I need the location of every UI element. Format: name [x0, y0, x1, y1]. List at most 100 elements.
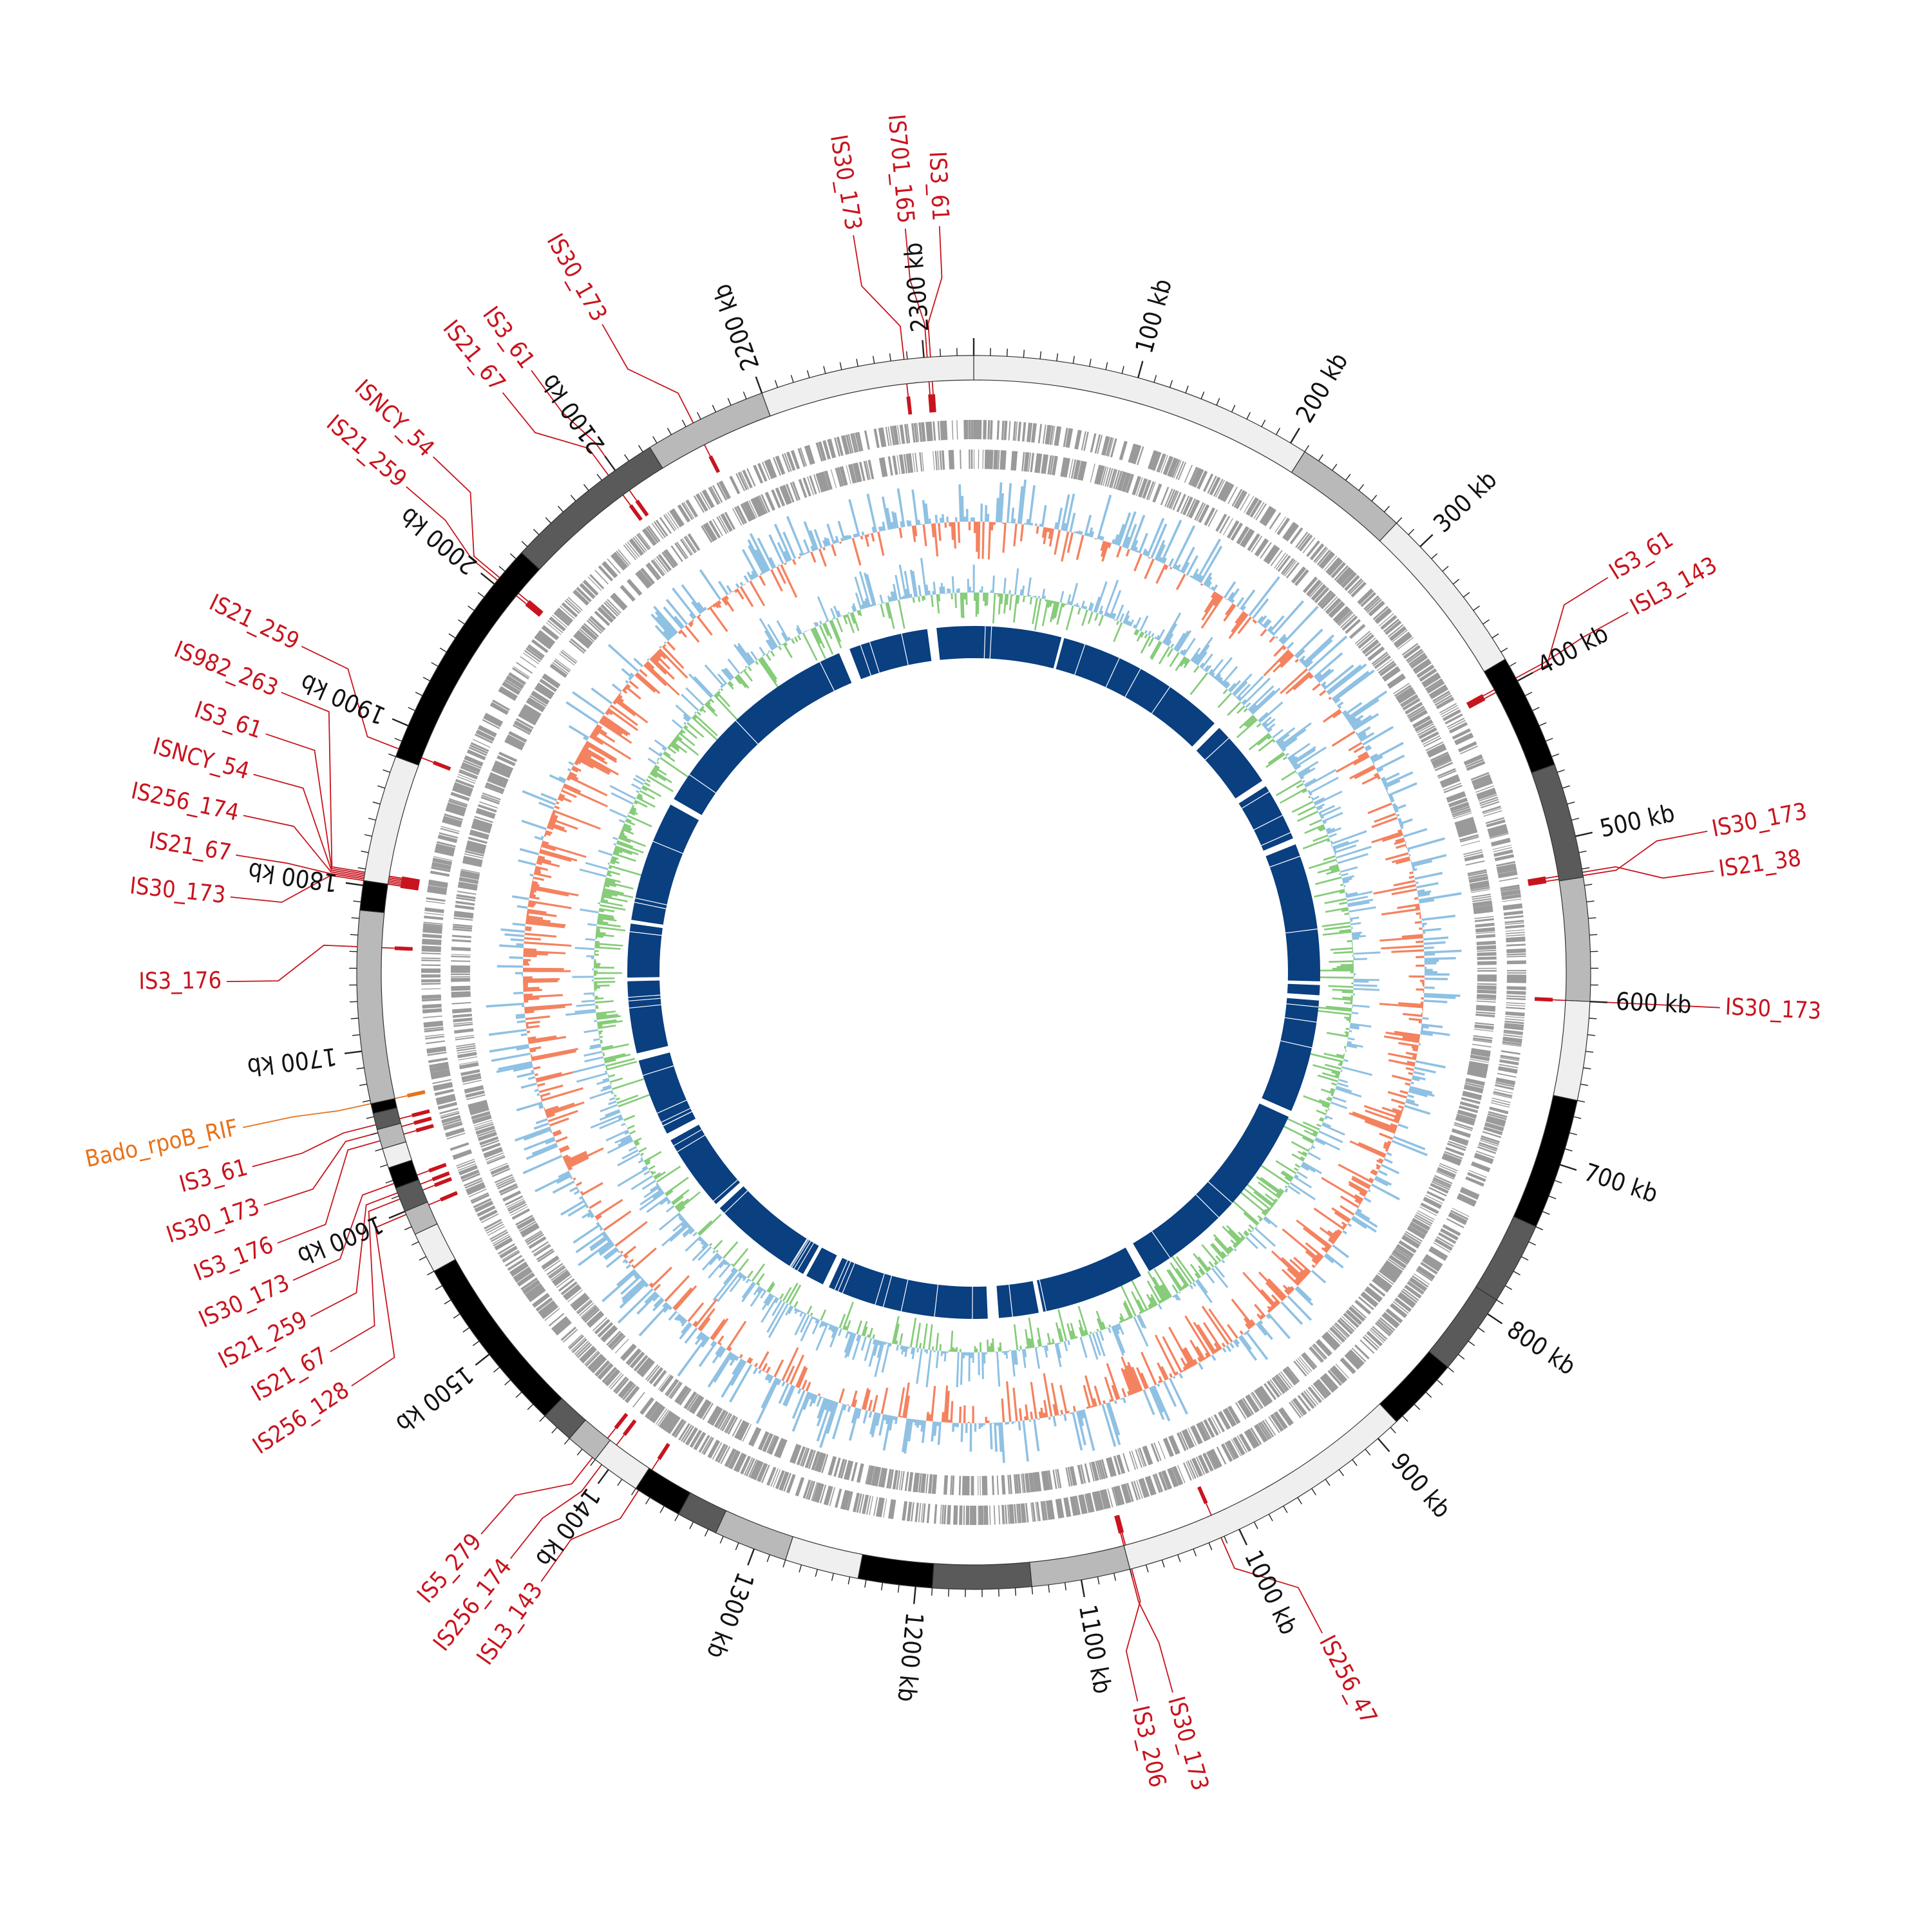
scale-tick — [1564, 1148, 1573, 1151]
scale-tick — [1532, 706, 1540, 712]
scale-tick — [394, 737, 402, 742]
scale-tick — [1089, 359, 1092, 367]
contig-segment — [1029, 1545, 1131, 1587]
scale-tick — [1177, 1554, 1181, 1562]
scale-label: 900 kb — [1385, 1448, 1456, 1524]
gc-content-high — [565, 558, 1381, 1388]
scale-label: 500 kb — [1597, 799, 1677, 843]
scale-tick — [1113, 1573, 1117, 1581]
scale-tick — [1072, 355, 1075, 364]
is-feature-track — [394, 394, 1553, 1534]
scale-tick — [1436, 1379, 1443, 1386]
scale-tick — [743, 392, 747, 399]
scale-tick — [1193, 1548, 1197, 1557]
scale-tick — [1457, 1354, 1465, 1359]
scale-tick — [1208, 1542, 1213, 1551]
scale-label: 1500 kb — [391, 1360, 479, 1438]
scale-tick — [1583, 1067, 1591, 1070]
is-element-label: IS256_47 — [1314, 1631, 1382, 1728]
scale-tick — [1589, 934, 1598, 936]
is-feature-mark — [407, 1090, 426, 1098]
scale-tick — [388, 1210, 406, 1219]
scale-label: 1000 kb — [1239, 1546, 1303, 1639]
scale-tick — [570, 495, 576, 502]
scale-label: 2100 kb — [535, 369, 611, 459]
is-feature-mark — [1534, 997, 1553, 1002]
scale-label: 1700 kb — [245, 1042, 338, 1081]
scale-label: 2300 kb — [899, 242, 934, 333]
scale-tick — [674, 1513, 679, 1522]
scale-tick — [1477, 1327, 1485, 1333]
scale-tick — [361, 850, 369, 853]
is-feature-mark — [1197, 1486, 1208, 1504]
scale-label: 1800 kb — [247, 857, 339, 897]
scale-tick — [458, 619, 465, 625]
contig-segment — [1558, 876, 1591, 1002]
scale-tick — [652, 436, 658, 444]
scale-tick — [350, 934, 358, 936]
gc-content-track — [565, 558, 1381, 1388]
scale-tick — [1551, 753, 1559, 757]
scale-tick — [576, 1448, 583, 1456]
scale-label: 1200 kb — [892, 1611, 929, 1703]
scale-tick — [477, 592, 485, 598]
is-feature-mark — [415, 1124, 434, 1133]
scale-tick — [404, 1226, 412, 1231]
is-feature-mark — [1115, 1515, 1124, 1533]
scale-label: 300 kb — [1428, 465, 1502, 538]
is-element-label: IS21_67 — [147, 828, 233, 867]
scale-tick — [377, 785, 385, 789]
scale-tick — [1542, 1211, 1550, 1215]
scale-tick — [359, 1083, 367, 1086]
scale-tick — [539, 1416, 545, 1422]
scale-tick — [1283, 1506, 1288, 1513]
scale-tick — [448, 633, 456, 639]
scale-tick — [1304, 445, 1309, 452]
is-element-label: ISNCY_54 — [150, 733, 252, 784]
scale-tick — [1487, 1313, 1503, 1325]
scale-tick — [1578, 850, 1587, 853]
is-feature-mark — [412, 1109, 430, 1117]
scale-tick — [659, 1506, 665, 1513]
scale-tick — [806, 370, 810, 378]
scale-tick — [1557, 769, 1565, 773]
scale-tick — [1569, 1132, 1577, 1135]
scale-label: 1300 kb — [701, 1569, 760, 1663]
scale-tick — [1482, 619, 1490, 625]
scale-tick — [1396, 517, 1403, 524]
scale-tick — [712, 404, 717, 413]
scale-tick — [370, 1132, 379, 1135]
is-element-label: IS701_165 — [882, 113, 919, 225]
scale-tick — [509, 553, 516, 560]
scale-tick — [392, 718, 409, 727]
scale-tick — [1332, 464, 1338, 471]
scale-tick — [848, 1577, 851, 1585]
scale-tick — [766, 1554, 770, 1562]
contig-segment — [1513, 1095, 1578, 1227]
scale-tick — [1253, 1521, 1258, 1530]
scale-tick — [472, 1340, 480, 1347]
is-element-label: IS256_174 — [129, 777, 242, 826]
scale-tick — [747, 1548, 755, 1566]
scale-tick — [624, 454, 629, 462]
contig-ring — [356, 355, 1591, 1590]
scale-tick — [1554, 1180, 1562, 1184]
scale-tick — [590, 1459, 596, 1466]
is-feature-mark — [433, 761, 451, 771]
scale-tick — [350, 1001, 358, 1003]
scale-tick — [1056, 353, 1059, 361]
scale-tick — [755, 376, 763, 393]
scale-tick — [799, 1564, 802, 1573]
contig-segment — [715, 1510, 793, 1561]
scale-tick — [1414, 1403, 1421, 1410]
is-feature-mark — [623, 1419, 637, 1436]
scale-tick — [383, 769, 391, 773]
contig-segment — [1475, 1216, 1537, 1301]
homology-ring — [627, 625, 1320, 1320]
is-feature-mark — [433, 1177, 452, 1188]
is-feature-mark — [1466, 694, 1484, 706]
scale-tick — [1577, 1100, 1586, 1103]
scale-label: 100 kb — [1130, 276, 1177, 356]
scale-tick — [380, 1164, 388, 1168]
scale-tick — [727, 398, 732, 406]
